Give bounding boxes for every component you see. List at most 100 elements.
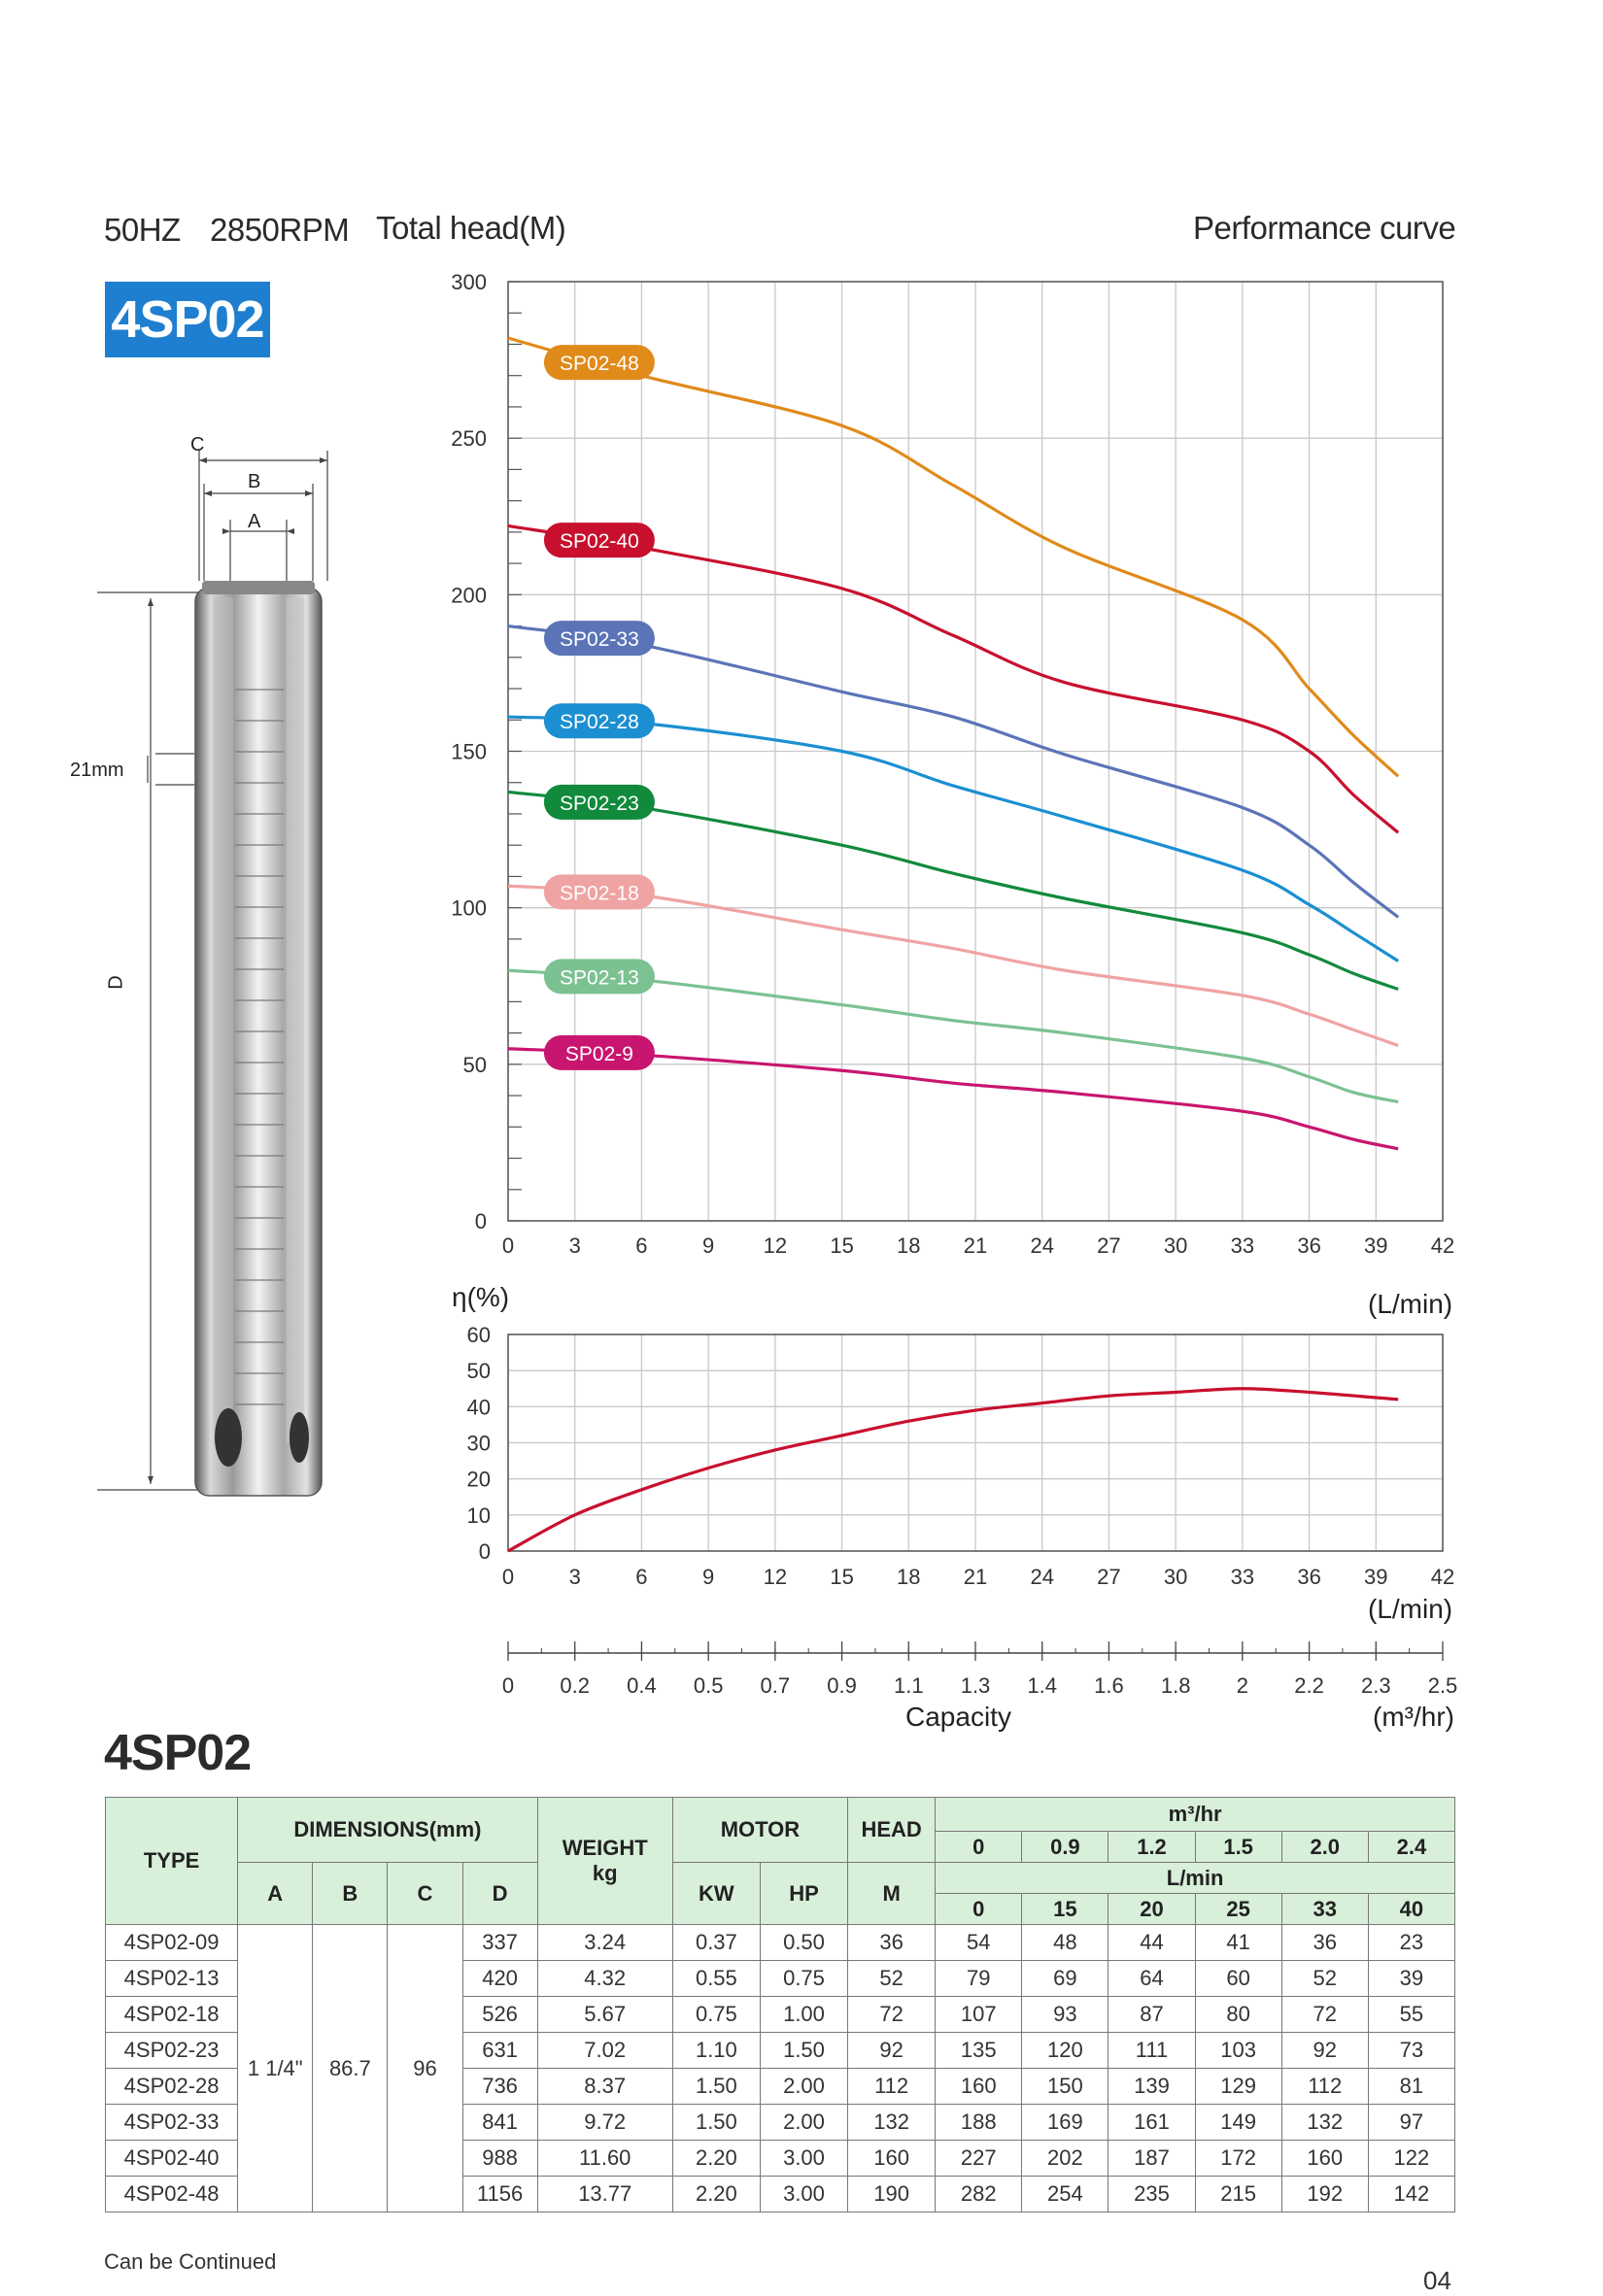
dimensions-header: DIMENSIONS(mm) — [237, 1797, 538, 1863]
head-cell: 132 — [847, 2104, 937, 2141]
series-label-text: SP02-40 — [560, 530, 639, 553]
kw-cell: 2.20 — [671, 2176, 761, 2212]
flow-value-cell: 142 — [1367, 2176, 1456, 2212]
hp-cell: 3.00 — [759, 2140, 849, 2177]
rpm-label: 2850RPM — [210, 212, 350, 248]
dim-b-label: B — [248, 471, 261, 492]
dim-d-cell: 337 — [461, 1924, 538, 1961]
x-tick-label: 18 — [897, 1233, 920, 1258]
x-tick-label: 42 — [1431, 1565, 1454, 1589]
y-tick-label: 50 — [467, 1359, 491, 1383]
model-badge: 4SP02 — [105, 282, 270, 357]
series-line-sp02-9 — [507, 1047, 1399, 1151]
x-tick-label: 30 — [1164, 1565, 1187, 1589]
plot-frame — [507, 281, 1444, 1222]
kw-cell: 0.55 — [671, 1960, 761, 1997]
x-tick-label: 27 — [1097, 1565, 1120, 1589]
efficiency-axis-label: η(%) — [452, 1282, 510, 1312]
flow-m3-header: 0.9 — [1021, 1831, 1109, 1863]
x-tick-label: 15 — [830, 1233, 853, 1258]
flow-value-cell: 187 — [1108, 2140, 1196, 2177]
table-row: 4SP02-40 988 11.60 2.20 3.00 160 227 202 187 172 1… — [104, 2140, 1456, 2177]
flow-m3-header: 2.0 — [1280, 1831, 1369, 1863]
dim-a-header: A — [237, 1862, 314, 1925]
series-line-sp02-40 — [507, 523, 1400, 834]
series-label-text: SP02-33 — [560, 628, 639, 651]
hp-header: HP — [759, 1862, 849, 1925]
head-cell: 52 — [847, 1960, 937, 1997]
series-line-sp02-13 — [507, 968, 1399, 1104]
stage-pitch-label: 21mm — [70, 760, 124, 781]
y-tick-label: 200 — [451, 583, 487, 607]
x-tick-label: 3 — [569, 1233, 581, 1258]
head-header: HEAD — [847, 1797, 937, 1863]
dim-cell: 1 1/4" — [237, 1924, 314, 2212]
x-tick-label: 15 — [830, 1565, 853, 1589]
x-tick-label: 42 — [1431, 1233, 1454, 1258]
flow-value-cell: 161 — [1108, 2104, 1196, 2141]
x-tick-label: 0 — [502, 1565, 514, 1589]
flow-value-cell: 23 — [1367, 1924, 1456, 1961]
y-tick-label: 30 — [467, 1432, 491, 1456]
flow-value-cell: 80 — [1194, 1996, 1282, 2033]
performance-curve-title: Performance curve — [1193, 210, 1456, 246]
x-tick-label: 0 — [502, 1233, 514, 1258]
x-tick-label: 27 — [1097, 1233, 1120, 1258]
flow-value-cell: 54 — [935, 1924, 1023, 1961]
table-row: 4SP02-09 1 1/4" 86.7 96 337 3.24 0.37 0.50 36 54 4… — [104, 1924, 1456, 2212]
type-header: TYPE — [104, 1797, 239, 1925]
weight-cell: 8.37 — [536, 2068, 673, 2105]
x-tick-label: 12 — [764, 1565, 787, 1589]
capacity-tick-label: 1.1 — [894, 1673, 924, 1698]
type-cell: 4SP02-23 — [104, 2032, 239, 2069]
flow-value-cell: 107 — [935, 1996, 1023, 2033]
plot-frame — [507, 1334, 1444, 1552]
type-cell: 4SP02-13 — [104, 1960, 239, 1997]
kw-cell: 1.50 — [671, 2068, 761, 2105]
flow-value-cell: 69 — [1021, 1960, 1109, 1997]
flow-value-cell: 55 — [1367, 1996, 1456, 2033]
weight-cell: 5.67 — [536, 1996, 673, 2033]
series-line-sp02-28 — [507, 715, 1400, 962]
capacity-tick-label: 2.5 — [1428, 1673, 1458, 1698]
motor-header: MOTOR — [671, 1797, 849, 1863]
flow-m3-header: 1.2 — [1108, 1831, 1196, 1863]
y-tick-label: 60 — [467, 1323, 491, 1347]
flow-m3-header: 2.4 — [1367, 1831, 1456, 1863]
spec-table: TYPE DIMENSIONS(mm) WEIGHT kg MOTOR HEAD … — [104, 1797, 1456, 2212]
type-cell: 4SP02-09 — [104, 1924, 239, 1961]
type-cell: 4SP02-48 — [104, 2176, 239, 2212]
capacity-tick-label: 0.5 — [694, 1673, 724, 1698]
y-tick-label: 20 — [467, 1468, 491, 1492]
flow-lmin-header: 40 — [1367, 1893, 1456, 1925]
capacity-tick-label: 1.6 — [1094, 1673, 1124, 1698]
flow-value-cell: 81 — [1367, 2068, 1456, 2105]
y-tick-label: 0 — [475, 1209, 487, 1233]
kw-cell: 0.37 — [671, 1924, 761, 1961]
flow-value-cell: 103 — [1194, 2032, 1282, 2069]
flow-value-cell: 172 — [1194, 2140, 1282, 2177]
flow-value-cell: 129 — [1194, 2068, 1282, 2105]
y-tick-label: 40 — [467, 1395, 491, 1419]
flow-value-cell: 87 — [1108, 1996, 1196, 2033]
flow-lmin-header: 33 — [1280, 1893, 1369, 1925]
hp-cell: 2.00 — [759, 2104, 849, 2141]
table-title: 4SP02 — [104, 1725, 252, 1781]
flow-value-cell: 44 — [1108, 1924, 1196, 1961]
kw-cell: 1.10 — [671, 2032, 761, 2069]
series-label-pill — [543, 874, 655, 910]
flow-value-cell: 139 — [1108, 2068, 1196, 2105]
x-tick-label: 24 — [1030, 1233, 1053, 1258]
m3hr-header: m³/hr — [935, 1797, 1455, 1832]
dim-d-cell: 736 — [461, 2068, 538, 2105]
x-tick-label: 39 — [1364, 1565, 1387, 1589]
series-line-sp02-33 — [507, 624, 1400, 919]
head-cell: 72 — [847, 1996, 937, 2033]
dim-d-cell: 988 — [461, 2140, 538, 2177]
weight-header: WEIGHT kg — [536, 1797, 673, 1925]
dim-c-label: C — [190, 434, 205, 456]
dim-d-cell: 841 — [461, 2104, 538, 2141]
m-header: M — [847, 1862, 937, 1925]
flow-lmin-header: 25 — [1194, 1893, 1282, 1925]
y-tick-label: 250 — [451, 426, 487, 451]
